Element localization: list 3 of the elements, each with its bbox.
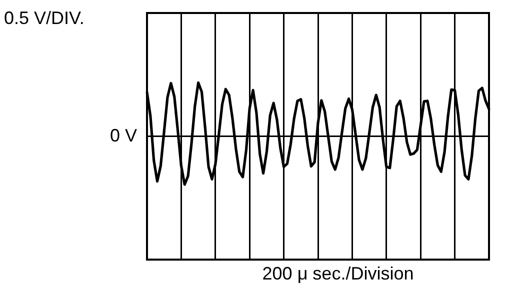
text: 0 V: [110, 125, 137, 146]
x-axis-title: 200 μ sec./Division: [262, 264, 414, 284]
y-axis-title: 0.5 V/DIV.: [4, 8, 84, 28]
